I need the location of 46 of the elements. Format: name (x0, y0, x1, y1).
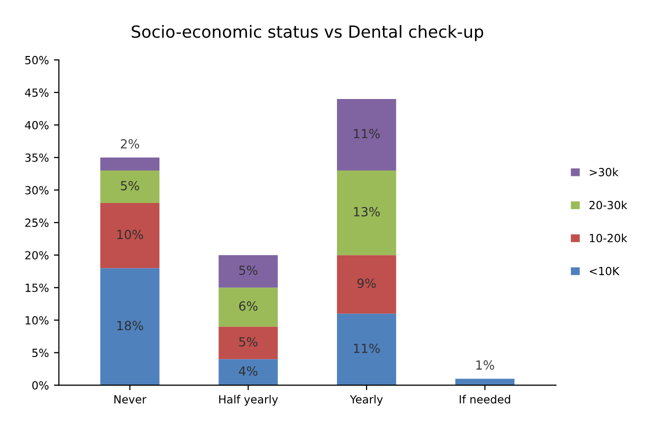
y-tick-label: 0% (32, 381, 49, 390)
data-label: 6% (239, 301, 258, 311)
y-tick-label: 20% (25, 251, 49, 260)
data-label: 9% (357, 278, 376, 288)
bar (100, 170, 160, 204)
bar (218, 326, 278, 360)
legend-label: 10-20k (590, 234, 628, 242)
bar (218, 255, 278, 288)
data-label: 11% (354, 128, 380, 138)
bar (336, 314, 396, 386)
x-tick-label: If needed (460, 394, 510, 404)
data-label: 13% (354, 206, 380, 216)
bar (100, 268, 160, 386)
y-tick-label: 5% (32, 348, 49, 358)
legend-label: 20-30k (589, 200, 628, 210)
y-tick-label: 10% (26, 316, 49, 325)
bar (218, 288, 278, 327)
y-tick-label: 45% (24, 88, 49, 97)
legend-label: <10K (590, 266, 620, 276)
bar (218, 359, 278, 386)
bar (100, 203, 160, 268)
data-label: 2% (120, 139, 140, 149)
data-label: 11% (354, 344, 380, 354)
y-tick-label: 30% (25, 186, 49, 194)
legend-label: >30k (590, 168, 618, 176)
bar (336, 255, 396, 314)
y-tick-label: 15% (26, 284, 49, 292)
chart-title: Socio-economic status vs Dental check-up (132, 25, 484, 42)
data-label: 1% (476, 360, 494, 370)
bar (455, 378, 514, 386)
bar (336, 98, 396, 171)
x-tick-label: Never (114, 395, 146, 404)
data-label: 5% (239, 266, 258, 275)
data-label: 5% (120, 180, 140, 190)
data-label: 4% (238, 366, 258, 376)
y-tick-label: 50% (25, 56, 49, 64)
x-tick-label: Yearly (350, 394, 383, 406)
y-tick-label: 25% (25, 218, 49, 227)
y-tick-label: 40% (24, 120, 49, 130)
bar (336, 170, 396, 256)
y-tick-label: 35% (25, 153, 49, 162)
data-label: 18% (117, 320, 144, 330)
data-label: 10% (117, 230, 144, 240)
bar (100, 158, 160, 171)
x-tick-label: Half yearly (219, 394, 278, 406)
data-label: 5% (239, 337, 258, 347)
